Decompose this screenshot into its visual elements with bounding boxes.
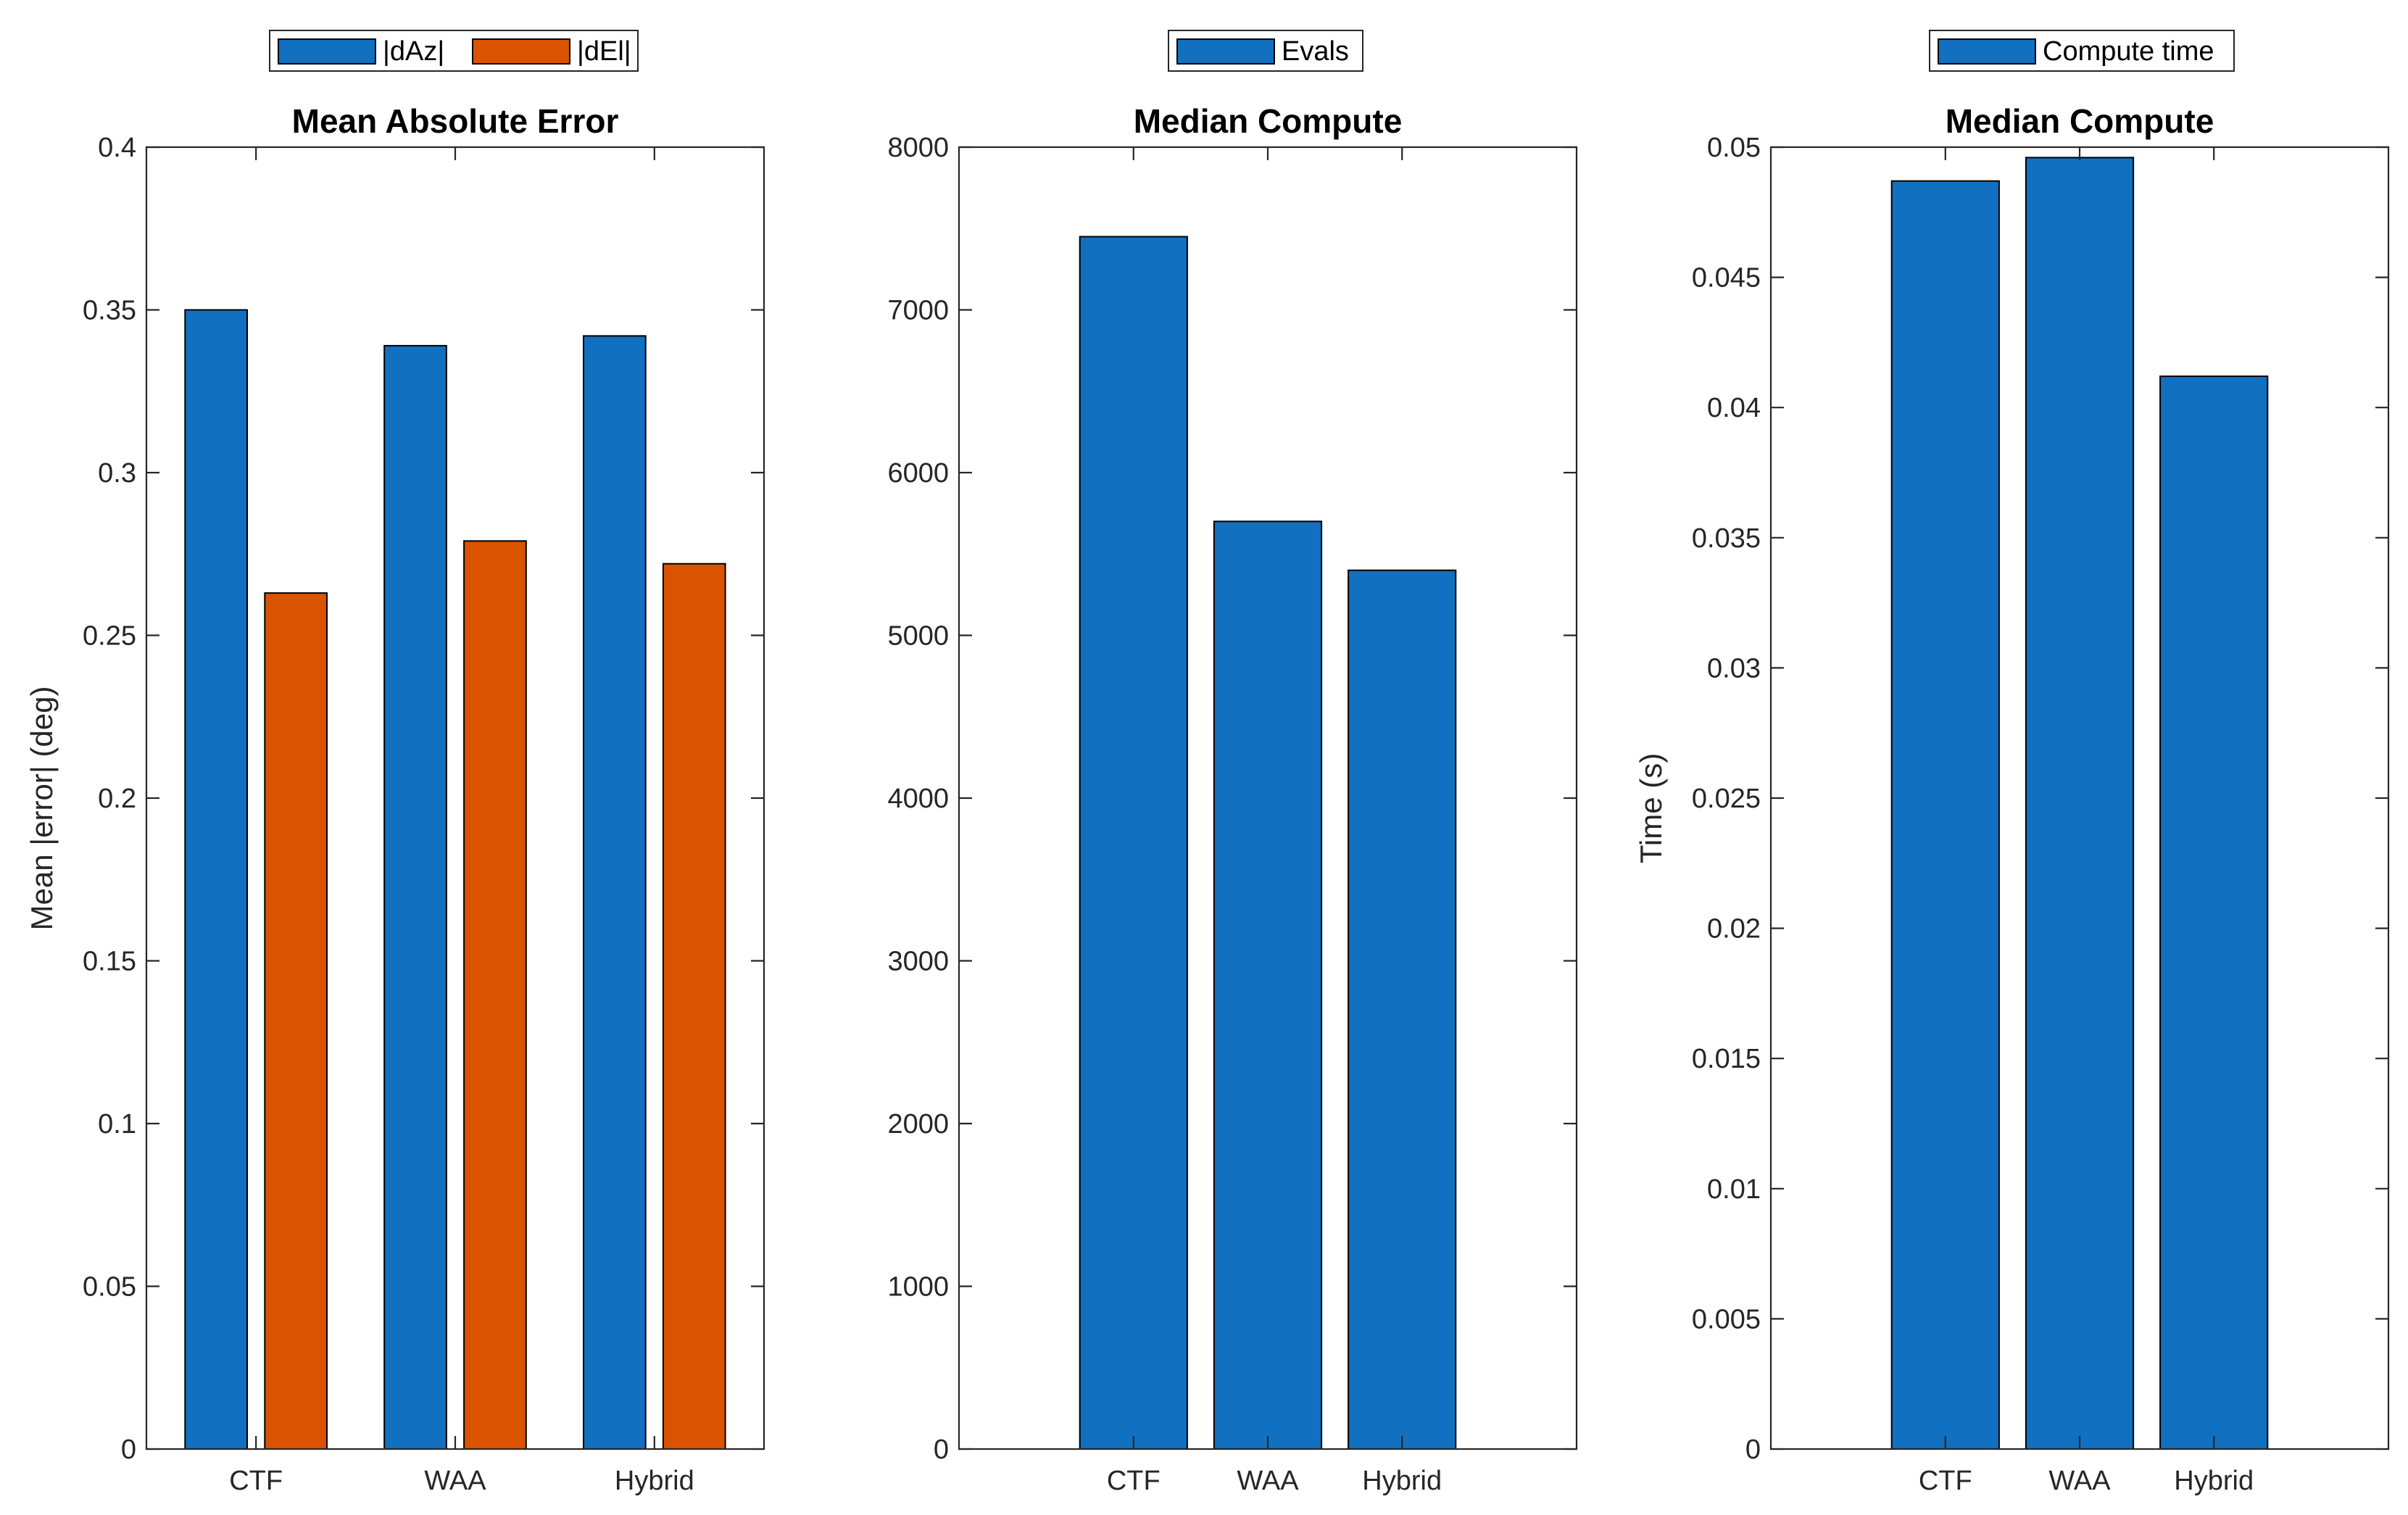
legend: Evals <box>1168 30 1363 72</box>
ytick-label: 5000 <box>887 621 949 652</box>
ytick-label: 1000 <box>887 1272 949 1303</box>
ytick-label: 4000 <box>887 784 949 814</box>
legend-swatch <box>472 38 570 65</box>
ytick-label: 0.03 <box>1707 653 1761 684</box>
legend-entry: |dAz| <box>383 36 444 67</box>
ytick-label: 0.05 <box>1707 133 1761 163</box>
xtick-label-ctf: CTF <box>1919 1466 1972 1496</box>
ytick-label: 0.04 <box>1707 393 1761 423</box>
ytick-label: 2000 <box>887 1109 949 1140</box>
legend-entry: |dEl| <box>577 36 631 67</box>
bar-evals-ctf <box>1079 236 1188 1450</box>
bar-evals-hybrid <box>1348 569 1457 1450</box>
bar-evals-waa <box>1213 520 1323 1450</box>
ytick-label: 0.035 <box>1692 523 1761 554</box>
chart-title: Median Compute <box>1946 102 2214 140</box>
chart-panel-3: 0 0.005 0.01 0.015 0.02 0.025 0.03 0.035 0.04 0.0… <box>1634 30 2390 1496</box>
ytick-label: 0.045 <box>1692 263 1761 294</box>
ytick-label: 0 <box>934 1435 949 1465</box>
ytick-label: 0.025 <box>1692 784 1761 814</box>
ytick-label: 0 <box>1745 1435 1761 1465</box>
bar-computetime-ctf <box>1890 180 2000 1450</box>
ytick-label: 0.02 <box>1707 914 1761 945</box>
ytick-label: 6000 <box>887 458 949 489</box>
ytick-label: 8000 <box>887 133 949 163</box>
ytick-label: 0.25 <box>83 621 136 652</box>
ytick-label: 0.1 <box>98 1109 136 1140</box>
ytick-label: 0.05 <box>83 1272 136 1303</box>
bar-daz-waa <box>383 344 447 1450</box>
xtick-label-hybrid: Hybrid <box>615 1466 694 1496</box>
chart-title: Mean Absolute Error <box>292 102 619 140</box>
ytick-label: 0.4 <box>98 133 136 163</box>
bar-daz-hybrid <box>583 335 647 1450</box>
ytick-label: 0.35 <box>83 296 136 326</box>
legend-entry: Compute time <box>2043 36 2214 67</box>
ytick-label: 0.15 <box>83 947 136 977</box>
plot-area <box>146 147 764 1449</box>
ytick-label: 0.01 <box>1707 1174 1761 1205</box>
ytick-label: 3000 <box>887 947 949 977</box>
y-axis-label: Mean |error| (deg) <box>25 686 59 931</box>
xtick-label-hybrid: Hybrid <box>1362 1466 1442 1496</box>
ytick-label: 0.015 <box>1692 1044 1761 1074</box>
bar-daz-ctf <box>184 309 248 1450</box>
legend-swatch <box>278 38 376 65</box>
xtick-label-ctf: CTF <box>229 1466 283 1496</box>
bar-computetime-waa <box>2025 157 2135 1450</box>
y-axis-label: Time (s) <box>1634 753 1668 863</box>
xtick-label-waa: WAA <box>424 1466 486 1496</box>
xtick-label-waa: WAA <box>1237 1466 1299 1496</box>
legend-swatch <box>1176 38 1275 65</box>
legend: |dAz| |dEl| <box>269 30 639 72</box>
legend: Compute time <box>1929 30 2235 72</box>
chart-title: Median Compute <box>1134 102 1403 140</box>
ytick-label: 0.3 <box>98 458 136 489</box>
bar-del-waa <box>463 540 527 1450</box>
ytick-label: 0.2 <box>98 784 136 814</box>
legend-entry: Evals <box>1282 36 1349 67</box>
chart-panel-1: 0 0.05 0.1 0.15 0.2 0.25 0.3 0.35 0.4 CTF WAA Hybri… <box>25 30 765 1496</box>
ytick-label: 7000 <box>887 296 949 326</box>
bar-del-hybrid <box>662 563 726 1450</box>
bar-del-ctf <box>264 592 328 1450</box>
bar-computetime-hybrid <box>2159 375 2269 1450</box>
xtick-label-hybrid: Hybrid <box>2174 1466 2254 1496</box>
xtick-label-waa: WAA <box>2048 1466 2111 1496</box>
ytick-label: 0 <box>121 1435 136 1465</box>
chart-panel-2: 0 1000 2000 3000 4000 5000 6000 7000 8000 CTF WAA H… <box>887 30 1578 1496</box>
xtick-label-ctf: CTF <box>1107 1466 1161 1496</box>
legend-swatch <box>1938 38 2036 65</box>
ytick-label: 0.005 <box>1692 1304 1761 1335</box>
